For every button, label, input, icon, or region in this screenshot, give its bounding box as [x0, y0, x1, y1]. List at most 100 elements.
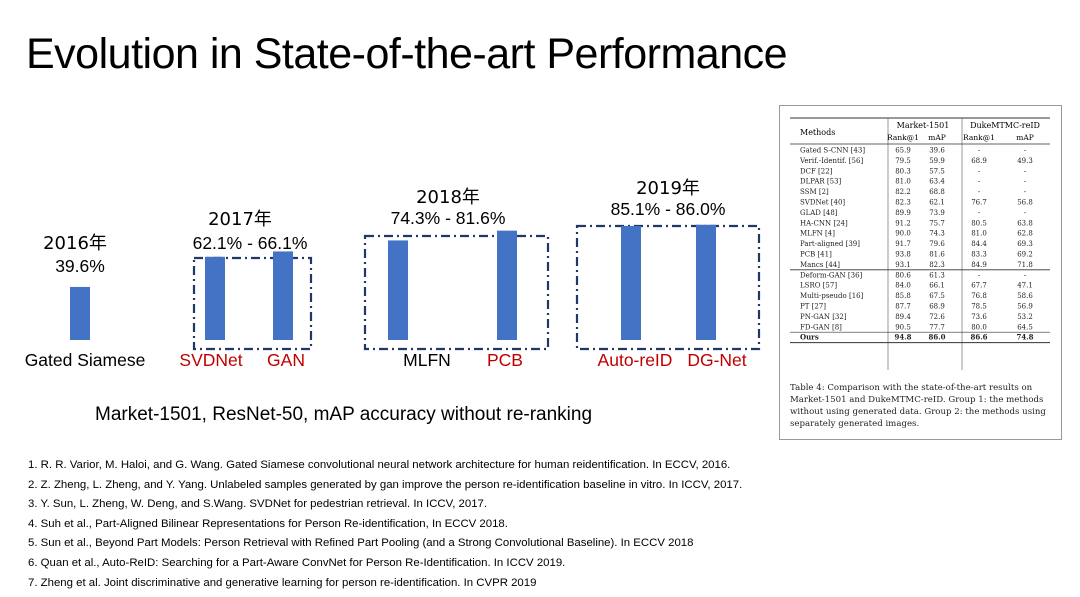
- table-value-cell: -: [1024, 178, 1027, 186]
- method-label: PCB: [487, 350, 523, 370]
- table-value-cell: 58.6: [1017, 292, 1033, 300]
- table-value-cell: 56.8: [1017, 199, 1033, 207]
- method-label: SVDNet: [179, 350, 242, 370]
- table-value-cell: -: [978, 167, 981, 175]
- table-method-cell: FD-GAN [8]: [800, 323, 842, 331]
- table-value-cell: 90.5: [895, 323, 911, 331]
- table-method-cell: Mancs [44]: [800, 261, 840, 269]
- table-method-cell: LSRO [57]: [800, 282, 837, 290]
- table-method-cell: GLAD [48]: [800, 209, 838, 217]
- table-value-cell: 79.5: [895, 157, 911, 165]
- table-value-cell: 68.9: [929, 303, 945, 311]
- bar: [273, 251, 293, 340]
- reference-item: 3. Y. Sun, L. Zheng, W. Deng, and S.Wang…: [28, 498, 488, 511]
- table-method-cell: HA-CNN [24]: [800, 219, 848, 227]
- table-method-cell: MLFN [4]: [800, 230, 835, 238]
- table-method-cell: Ours: [800, 333, 819, 342]
- table-value-cell: 63.4: [929, 178, 945, 186]
- reference-list: 1. R. R. Varior, M. Haloi, and G. Wang. …: [28, 456, 742, 593]
- table-value-cell: 56.9: [1017, 303, 1033, 311]
- table-method-cell: DCF [22]: [800, 167, 833, 175]
- year-label: 2019年: [636, 178, 700, 199]
- table-value-cell: -: [1024, 188, 1027, 196]
- chart-subtitle: Market-1501, ResNet-50, mAP accuracy wit…: [95, 404, 593, 425]
- year-label: 2018年: [416, 187, 480, 208]
- table-value-cell: 86.0: [928, 333, 945, 342]
- table-value-cell: 89.9: [895, 209, 911, 217]
- table-method-cell: PT [27]: [800, 303, 826, 311]
- table-value-cell: 62.8: [1017, 230, 1033, 238]
- method-label: DG-Net: [687, 350, 746, 370]
- table-value-cell: 89.4: [895, 313, 911, 321]
- table-method-cell: Part-aligned [39]: [800, 240, 860, 248]
- table-value-cell: 81.0: [971, 230, 987, 238]
- table-value-cell: -: [978, 209, 981, 217]
- table-value-cell: 78.5: [971, 303, 987, 311]
- table-value-cell: 68.8: [929, 188, 945, 196]
- table-value-cell: 82.3: [895, 199, 911, 207]
- table-value-cell: 47.1: [1017, 282, 1033, 290]
- table-header: Market-1501: [897, 121, 950, 130]
- table-value-cell: 68.9: [971, 157, 987, 165]
- table-value-cell: 74.3: [929, 230, 945, 238]
- table-value-cell: 69.2: [1017, 251, 1033, 259]
- reference-item: 5. Sun et al., Beyond Part Models: Perso…: [28, 537, 694, 550]
- table-value-cell: 59.9: [929, 157, 945, 165]
- table-value-cell: -: [1024, 271, 1027, 279]
- table-value-cell: 61.3: [929, 271, 945, 279]
- reference-item: 4. Suh et al., Part-Aligned Bilinear Rep…: [28, 517, 508, 530]
- table-value-cell: 87.7: [895, 303, 911, 311]
- table-value-cell: 76.8: [971, 292, 987, 300]
- table-value-cell: -: [978, 147, 981, 155]
- reference-item: 7. Zheng et al. Joint discriminative and…: [28, 576, 537, 589]
- method-label: Gated Siamese: [25, 350, 146, 370]
- table-method-cell: SVDNet [40]: [800, 199, 845, 207]
- table-value-cell: 77.7: [929, 323, 945, 331]
- table-method-cell: PCB [41]: [800, 251, 832, 259]
- table-header: Rank@1: [887, 133, 919, 142]
- table-value-cell: 57.5: [929, 167, 945, 175]
- table-value-cell: -: [1024, 209, 1027, 217]
- table-value-cell: 93.8: [895, 251, 911, 259]
- table-value-cell: 83.3: [971, 251, 987, 259]
- bar: [205, 256, 225, 340]
- slide-title: Evolution in State-of-the-art Performanc…: [26, 30, 788, 78]
- table-value-cell: 79.6: [929, 240, 945, 248]
- range-label: 39.6%: [55, 256, 105, 276]
- reference-item: 6. Quan et al., Auto-ReID: Searching for…: [28, 556, 566, 569]
- table-value-cell: 65.9: [895, 147, 911, 155]
- table-value-cell: -: [978, 178, 981, 186]
- group-box: [575, 224, 761, 351]
- year-label: 2016年: [43, 233, 107, 254]
- table-value-cell: 91.7: [895, 240, 911, 248]
- table-value-cell: 80.6: [895, 271, 911, 279]
- table-method-cell: DLPAR [53]: [800, 178, 842, 186]
- table-value-cell: 84.0: [895, 282, 911, 290]
- table-value-cell: -: [1024, 147, 1027, 155]
- table-value-cell: 81.6: [929, 251, 945, 259]
- table-value-cell: 64.5: [1017, 323, 1033, 331]
- table-value-cell: 80.0: [971, 323, 987, 331]
- table-value-cell: 63.8: [1017, 219, 1033, 227]
- table-method-cell: Deform-GAN [36]: [800, 271, 863, 279]
- table-value-cell: 80.5: [971, 219, 987, 227]
- table-method-cell: SSM [2]: [800, 188, 829, 196]
- table-value-cell: 73.9: [929, 209, 945, 217]
- table-value-cell: 93.1: [895, 261, 911, 269]
- comparison-table: Methods Market-1501 DukeMTMC-reID Rank@1 mAP…: [790, 117, 1050, 370]
- table-value-cell: 80.3: [895, 167, 911, 175]
- table-value-cell: 67.5: [929, 292, 945, 300]
- bar: [621, 225, 641, 340]
- table-header: mAP: [1016, 133, 1034, 142]
- table-value-cell: 72.6: [929, 313, 945, 321]
- year-label: 2017年: [208, 209, 272, 230]
- table-value-cell: -: [978, 188, 981, 196]
- table-value-cell: 90.0: [895, 230, 911, 238]
- table-value-cell: 74.8: [1016, 333, 1033, 342]
- table-value-cell: 71.8: [1017, 261, 1033, 269]
- table-method-cell: Multi-pseudo [16]: [800, 292, 864, 300]
- table-value-cell: 69.3: [1017, 240, 1033, 248]
- table-method-cell: Verif.-Identif. [56]: [799, 157, 863, 165]
- bar: [388, 240, 408, 340]
